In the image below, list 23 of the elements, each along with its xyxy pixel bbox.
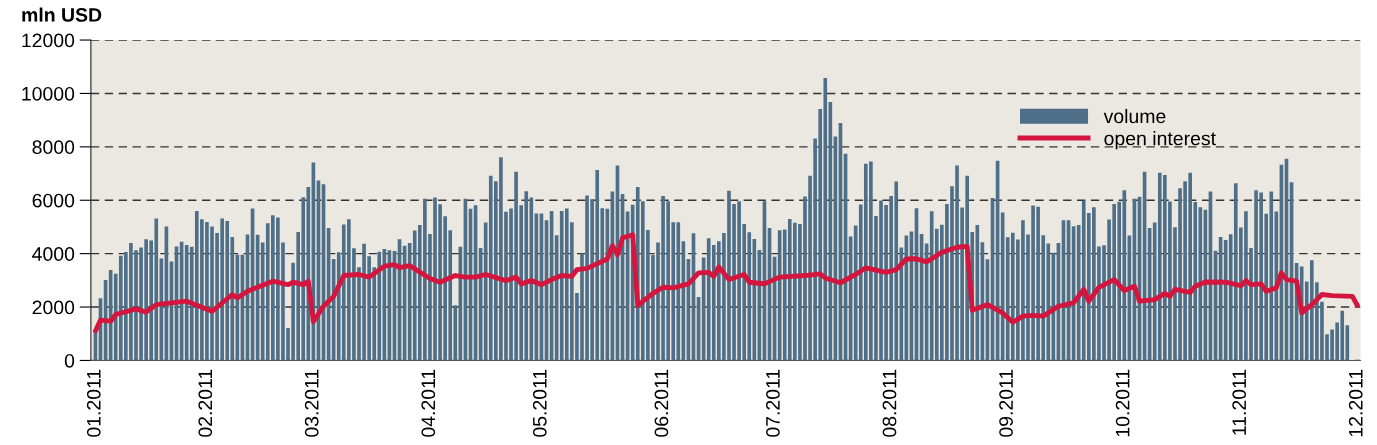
x-tick-label: 10.2011 <box>1115 369 1130 437</box>
legend-label: open interest <box>1104 131 1216 150</box>
x-tick-label: 02.2011 <box>198 369 213 437</box>
x-tick-label: 08.2011 <box>882 369 897 437</box>
y-tick-label: 2000 <box>32 300 75 315</box>
x-tick-label: 09.2011 <box>999 369 1013 437</box>
x-tick-label: 04.2011 <box>421 369 436 437</box>
y-tick-label: 12000 <box>22 33 75 48</box>
y-tick-label: 0 <box>64 353 75 368</box>
x-tick-label: 01.2011 <box>86 369 101 437</box>
x-tick-label: 03.2011 <box>304 369 319 437</box>
legend-label: volume <box>1103 108 1166 124</box>
x-tick-label: 07.2011 <box>766 369 780 437</box>
y-tick-label: 6000 <box>32 193 75 208</box>
x-tick-label: 05.2011 <box>532 369 547 437</box>
x-tick-label: 06.2011 <box>654 369 669 437</box>
x-tick-label: 11.2011 <box>1232 369 1247 435</box>
y-tick-label: 4000 <box>32 247 75 261</box>
y-tick-label: 8000 <box>32 140 75 155</box>
line-series <box>93 232 1360 334</box>
y-tick-label: 10000 <box>22 86 75 101</box>
x-tick-label: 12.2011 <box>1348 369 1363 437</box>
y-axis-title: mln USD <box>22 7 102 22</box>
